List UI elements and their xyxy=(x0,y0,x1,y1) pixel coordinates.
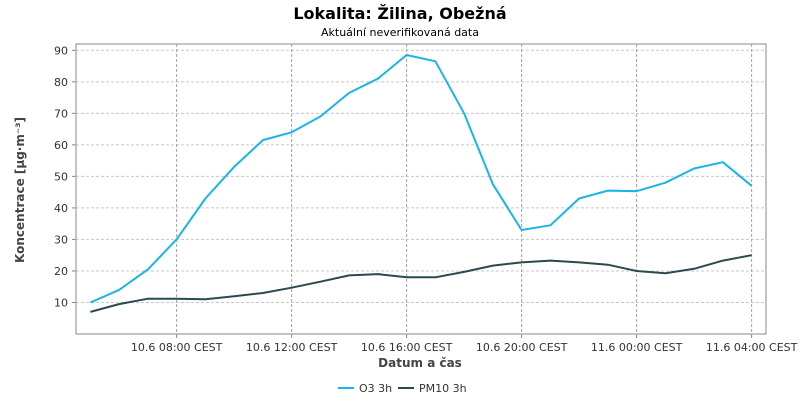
x-tick-label: 10.6 20:00 CEST xyxy=(476,341,568,354)
legend: O3 3h PM10 3h xyxy=(338,382,467,395)
y-tick-label: 10 xyxy=(54,296,68,309)
y-tick-label: 60 xyxy=(54,139,68,152)
chart-subtitle: Aktuální neverifikovaná data xyxy=(321,26,479,39)
y-tick-label: 80 xyxy=(54,76,68,89)
chart-title: Lokalita: Žilina, Obežná xyxy=(293,4,506,23)
y-tick-label: 50 xyxy=(54,170,68,183)
y-tick-label: 40 xyxy=(54,202,68,215)
legend-label: PM10 3h xyxy=(419,382,467,395)
y-tick-label: 30 xyxy=(54,233,68,246)
x-tick-label: 10.6 16:00 CEST xyxy=(361,341,453,354)
x-tick-label: 10.6 08:00 CEST xyxy=(131,341,223,354)
y-tick-label: 20 xyxy=(54,265,68,278)
legend-item-o3: O3 3h xyxy=(338,382,392,395)
y-tick-label: 70 xyxy=(54,107,68,120)
grid-lines xyxy=(76,44,766,334)
series-layer xyxy=(89,54,753,313)
x-tick-label: 10.6 12:00 CEST xyxy=(246,341,338,354)
x-axis: 10.6 08:00 CEST 10.6 12:00 CEST 10.6 16:00… xyxy=(131,334,798,354)
series-line-pm10 xyxy=(90,254,752,313)
x-axis-label: Datum a čas xyxy=(378,356,462,370)
y-axis-label: Koncentrace [µg·m⁻³] xyxy=(13,117,27,263)
x-tick-label: 11.6 04:00 CEST xyxy=(706,341,798,354)
legend-item-pm10: PM10 3h xyxy=(398,382,467,395)
series-line-o3 xyxy=(89,54,753,304)
plot-area xyxy=(75,43,767,335)
x-tick-label: 11.6 00:00 CEST xyxy=(591,341,683,354)
y-tick-label: 90 xyxy=(54,44,68,57)
legend-label: O3 3h xyxy=(359,382,392,395)
y-axis: 10 20 30 40 50 60 70 80 90 xyxy=(54,44,76,309)
